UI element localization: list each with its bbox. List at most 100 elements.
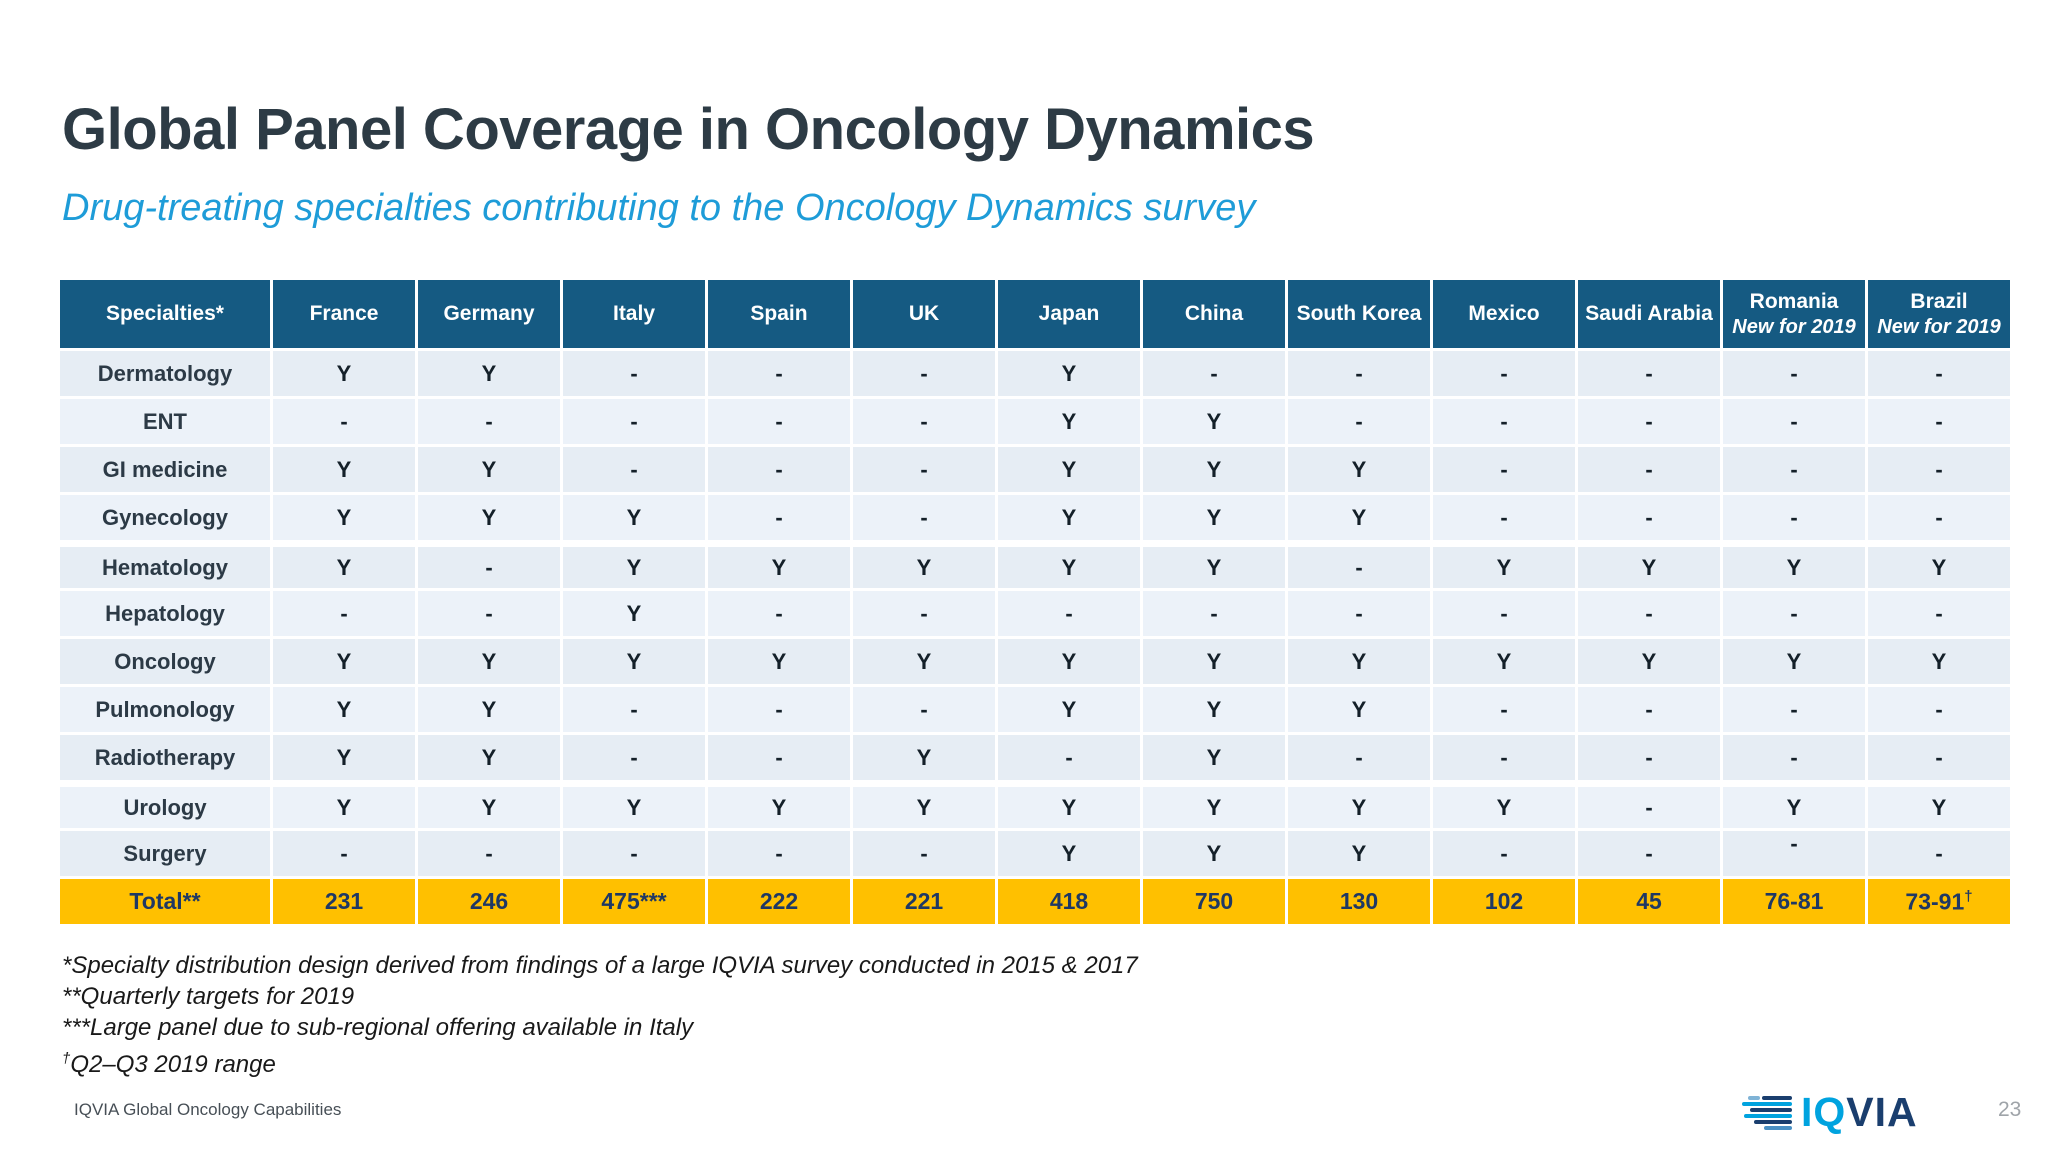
coverage-cell: - (1868, 831, 2010, 876)
coverage-cell: Y (273, 639, 415, 684)
page-subtitle: Drug-treating specialties contributing t… (62, 187, 1256, 229)
coverage-cell: - (708, 351, 850, 396)
column-header: Brazil New for 2019 (1868, 280, 2010, 348)
coverage-cell: - (418, 399, 560, 444)
coverage-cell: - (853, 351, 995, 396)
column-header: Mexico (1433, 280, 1575, 348)
coverage-cell: Y (418, 735, 560, 780)
coverage-cell: - (1288, 543, 1430, 588)
coverage-cell: - (563, 831, 705, 876)
row-label: Pulmonology (60, 687, 270, 732)
page-title: Global Panel Coverage in Oncology Dynami… (62, 97, 1315, 162)
coverage-cell: Y (273, 687, 415, 732)
footnote-line: **Quarterly targets for 2019 (62, 983, 355, 1010)
coverage-cell: - (1723, 831, 1865, 876)
coverage-cell: - (563, 351, 705, 396)
coverage-cell: Y (998, 351, 1140, 396)
coverage-cell: Y (1288, 639, 1430, 684)
column-header: Specialties* (60, 280, 270, 348)
coverage-cell: Y (273, 735, 415, 780)
coverage-cell: Y (1723, 639, 1865, 684)
coverage-cell: - (1433, 447, 1575, 492)
coverage-cell: - (1868, 591, 2010, 636)
total-label: Total** (60, 879, 270, 924)
coverage-cell: - (853, 495, 995, 540)
iqvia-logo: IQVIA (1740, 1092, 1918, 1133)
table-row: Radiotherapy Y Y - - Y - Y - - - - - (60, 735, 2010, 780)
total-cell: 222 (708, 879, 850, 924)
coverage-cell: - (563, 399, 705, 444)
table-row: GI medicine Y Y - - - Y Y Y - - - - (60, 447, 2010, 492)
coverage-cell: Y (998, 687, 1140, 732)
page-number: 23 (1998, 1098, 2022, 1121)
coverage-cell: Y (1288, 447, 1430, 492)
coverage-cell: Y (708, 639, 850, 684)
coverage-cell: - (1578, 495, 1720, 540)
coverage-table: Specialties* France Germany Italy Spain UK Jap… (57, 277, 2013, 927)
coverage-cell: - (418, 591, 560, 636)
coverage-cell: Y (418, 351, 560, 396)
coverage-cell: Y (998, 495, 1140, 540)
row-label: Urology (60, 783, 270, 828)
coverage-cell: Y (273, 495, 415, 540)
coverage-cell: - (1578, 735, 1720, 780)
column-header: South Korea (1288, 280, 1430, 348)
coverage-cell: - (1288, 399, 1430, 444)
coverage-cell: - (998, 735, 1140, 780)
coverage-cell: Y (1143, 399, 1285, 444)
footnotes: *Specialty distribution design derived f… (62, 950, 1138, 1080)
coverage-cell: - (1868, 399, 2010, 444)
coverage-cell: Y (563, 783, 705, 828)
row-label: Oncology (60, 639, 270, 684)
row-label: Radiotherapy (60, 735, 270, 780)
total-cell: 231 (273, 879, 415, 924)
coverage-cell: Y (1288, 783, 1430, 828)
coverage-cell: Y (1143, 831, 1285, 876)
column-header: Germany (418, 280, 560, 348)
coverage-cell: Y (418, 495, 560, 540)
row-label: Hematology (60, 543, 270, 588)
coverage-cell: - (853, 831, 995, 876)
coverage-cell: - (708, 447, 850, 492)
coverage-cell: - (708, 831, 850, 876)
coverage-cell: Y (563, 639, 705, 684)
coverage-cell: Y (853, 543, 995, 588)
coverage-cell: - (1723, 495, 1865, 540)
coverage-cell: Y (273, 783, 415, 828)
coverage-cell: - (1578, 591, 1720, 636)
table-row: Surgery - - - - - Y Y Y - - - - (60, 831, 2010, 876)
coverage-cell: Y (853, 639, 995, 684)
coverage-cell: Y (563, 591, 705, 636)
coverage-cell: - (1433, 351, 1575, 396)
coverage-cell: - (563, 735, 705, 780)
coverage-cell: - (1433, 687, 1575, 732)
coverage-cell: Y (1143, 687, 1285, 732)
coverage-cell: Y (1578, 543, 1720, 588)
coverage-cell: - (1723, 591, 1865, 636)
coverage-cell: - (1433, 399, 1575, 444)
coverage-cell: Y (1288, 687, 1430, 732)
column-header: Spain (708, 280, 850, 348)
coverage-cell: - (1868, 351, 2010, 396)
coverage-cell: Y (1723, 783, 1865, 828)
coverage-cell: Y (998, 399, 1140, 444)
coverage-cell: - (1433, 591, 1575, 636)
coverage-cell: Y (1868, 543, 2010, 588)
table-row: Gynecology Y Y Y - - Y Y Y - - - - (60, 495, 2010, 540)
coverage-cell: Y (1868, 639, 2010, 684)
coverage-cell: - (1578, 687, 1720, 732)
coverage-cell: Y (1433, 543, 1575, 588)
coverage-cell: - (1578, 399, 1720, 444)
table-header: Specialties* France Germany Italy Spain UK Jap… (60, 280, 2010, 348)
column-header: Japan (998, 280, 1140, 348)
total-cell: 246 (418, 879, 560, 924)
footnote-line: *Specialty distribution design derived f… (62, 952, 1138, 979)
coverage-cell: Y (1723, 543, 1865, 588)
coverage-cell: Y (418, 687, 560, 732)
iqvia-logo-icon (1742, 1095, 1792, 1130)
row-label: Gynecology (60, 495, 270, 540)
coverage-cell: - (1723, 447, 1865, 492)
coverage-cell: Y (1143, 783, 1285, 828)
coverage-cell: - (563, 447, 705, 492)
coverage-cell: - (1723, 735, 1865, 780)
